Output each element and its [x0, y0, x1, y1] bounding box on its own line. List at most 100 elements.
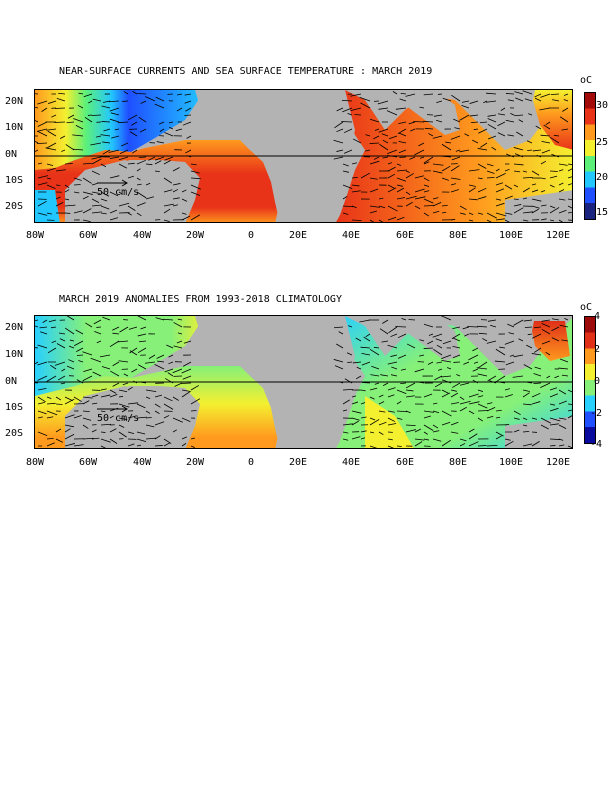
- current-vector: [423, 190, 430, 193]
- current-vector: [541, 140, 551, 144]
- current-vector: [531, 417, 538, 420]
- current-vector: [177, 318, 183, 321]
- current-vector: [168, 361, 174, 365]
- current-vector: [346, 352, 353, 356]
- current-vector: [190, 437, 196, 440]
- panel2-lon-label: 80E: [449, 457, 468, 468]
- current-vector: [504, 423, 510, 426]
- current-vector: [504, 340, 515, 345]
- current-vector: [137, 347, 147, 354]
- current-vector: [356, 366, 362, 370]
- current-vector: [459, 406, 467, 412]
- current-vector: [387, 445, 395, 448]
- current-vector: [119, 326, 129, 333]
- current-vector: [169, 126, 174, 130]
- current-vector: [103, 128, 111, 132]
- current-vector: [82, 424, 89, 429]
- current-vector: [190, 191, 201, 196]
- current-vector: [405, 191, 411, 196]
- current-vector: [387, 417, 396, 422]
- current-vector: [423, 438, 430, 441]
- current-vector: [388, 326, 398, 334]
- current-vector: [58, 332, 66, 335]
- current-vector: [35, 382, 39, 384]
- current-vector: [414, 149, 425, 156]
- current-vector: [387, 154, 398, 158]
- current-vector: [139, 381, 147, 384]
- current-vector: [109, 107, 120, 112]
- current-vector: [535, 125, 542, 130]
- current-vector: [491, 146, 497, 151]
- current-vector: [102, 149, 111, 155]
- current-vector: [37, 175, 48, 179]
- current-vector: [336, 107, 344, 112]
- current-vector: [92, 371, 102, 377]
- current-vector: [549, 438, 560, 440]
- current-vector: [551, 153, 560, 158]
- current-vector: [165, 378, 174, 384]
- current-vector: [118, 403, 130, 408]
- current-vector: [46, 142, 57, 149]
- current-vector: [396, 216, 405, 221]
- current-vector: [334, 326, 344, 329]
- panel2-title: MARCH 2019 ANOMALIES FROM 1993-2018 CLIM…: [59, 294, 342, 305]
- current-vector: [522, 443, 533, 447]
- current-vector: [369, 445, 378, 448]
- current-vector: [504, 195, 513, 200]
- current-vector: [419, 106, 425, 109]
- current-vector: [369, 118, 380, 123]
- current-vector: [533, 373, 542, 377]
- current-vector: [343, 149, 353, 154]
- current-vector: [344, 378, 353, 384]
- current-vector: [60, 382, 66, 385]
- current-vector: [190, 214, 201, 221]
- current-vector: [398, 149, 407, 154]
- current-vector: [432, 163, 444, 166]
- current-vector: [495, 431, 504, 437]
- current-vector: [540, 204, 547, 207]
- current-vector: [64, 414, 75, 419]
- current-vector: [118, 163, 127, 169]
- current-vector: [441, 165, 451, 172]
- current-vector: [164, 132, 174, 137]
- current-vector: [489, 324, 497, 328]
- current-vector: [387, 216, 397, 221]
- current-vector: [468, 354, 479, 361]
- current-vector: [365, 134, 371, 137]
- current-vector: [382, 319, 389, 324]
- current-vector: [567, 176, 572, 179]
- current-vector: [82, 396, 93, 399]
- current-vector: [369, 387, 378, 391]
- current-vector: [496, 375, 506, 382]
- current-vector: [459, 149, 470, 153]
- current-vector: [184, 100, 192, 104]
- current-vector: [365, 149, 371, 152]
- current-vector: [76, 354, 84, 356]
- current-vector: [109, 118, 120, 123]
- current-vector: [527, 149, 533, 152]
- panel1-lat-label: 10N: [5, 122, 24, 133]
- current-vector: [522, 90, 533, 95]
- current-vector: [477, 361, 488, 369]
- current-vector: [533, 382, 542, 385]
- current-vector: [76, 379, 84, 384]
- current-vector: [168, 354, 174, 358]
- current-vector: [369, 348, 380, 356]
- current-vector: [531, 401, 541, 405]
- current-vector: [540, 417, 551, 424]
- panel2-lon-label: 100E: [499, 457, 524, 468]
- current-vector: [400, 92, 407, 95]
- current-vector: [100, 134, 111, 137]
- panel1-lon-label: 20W: [186, 230, 205, 241]
- current-vector: [172, 368, 183, 374]
- current-vector: [154, 364, 165, 370]
- current-vector: [459, 396, 465, 401]
- current-vector: [387, 184, 395, 189]
- current-vector: [549, 445, 556, 447]
- current-vector: [182, 121, 192, 126]
- current-vector: [145, 196, 154, 200]
- current-vector: [450, 165, 460, 172]
- current-vector: [54, 107, 66, 109]
- current-vector: [567, 415, 572, 419]
- current-vector: [513, 410, 521, 416]
